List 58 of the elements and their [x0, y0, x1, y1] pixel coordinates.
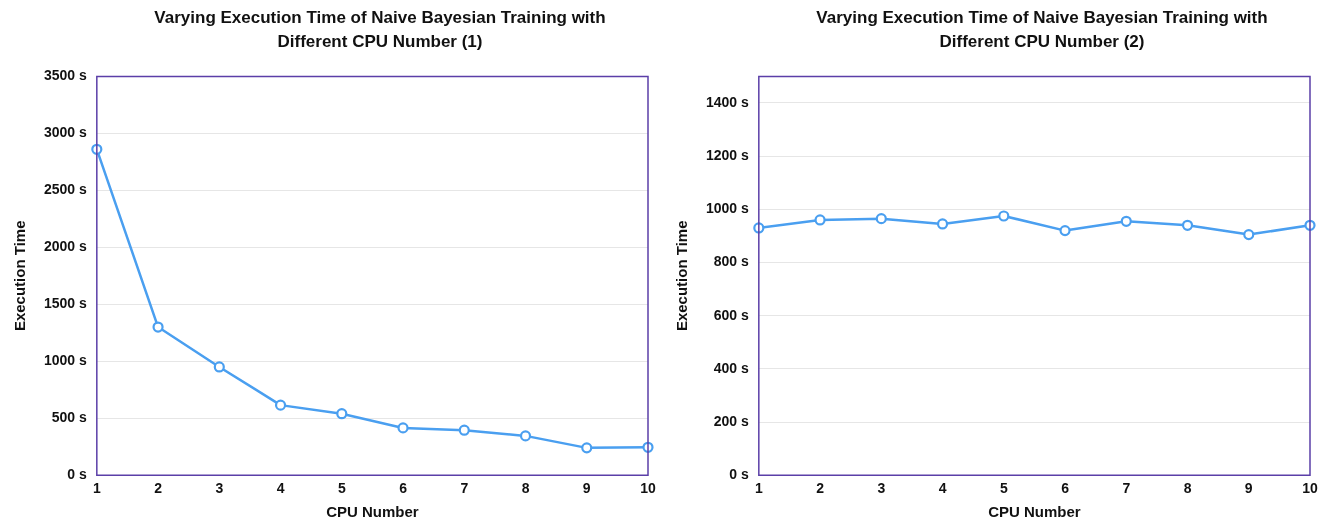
- y-tick-label: 1500 s: [43, 295, 88, 312]
- y-tick-label: 800 s: [713, 253, 750, 270]
- point: [458, 424, 470, 436]
- y-tick-label: 2500 s: [43, 181, 88, 198]
- x-tick-label: 5: [337, 480, 346, 497]
- x-tick-label: 6: [399, 480, 408, 497]
- y-tick-label: 1000 s: [43, 352, 88, 369]
- y-tick-label: 1200 s: [705, 147, 750, 164]
- point: [152, 321, 164, 333]
- point: [1059, 225, 1071, 237]
- point: [998, 210, 1010, 222]
- point: [1181, 219, 1194, 231]
- y-tick-label: 0 s: [729, 466, 750, 483]
- y-tick-label: 1000 s: [705, 200, 750, 217]
- x-tick-label: 2: [154, 480, 163, 497]
- x-tick-label: 8: [1183, 480, 1192, 497]
- y-tick-label: 0 s: [67, 466, 88, 483]
- chart-title: Varying Execution Time of Naive Bayesian Training with Different CPU Number (1): [153, 7, 607, 53]
- x-tick-label: 4: [276, 480, 285, 497]
- y-tick-label: 1400 s: [705, 93, 750, 110]
- x-tick-label: 10: [640, 480, 656, 497]
- x-axis-title: CPU Number: [988, 503, 1081, 521]
- y-tick-label: 600 s: [713, 306, 750, 323]
- x-tick-label: 6: [1061, 480, 1070, 497]
- x-tick-label: 2: [816, 480, 825, 497]
- point: [936, 218, 949, 230]
- x-tick-label: 8: [521, 480, 530, 497]
- y-axis-title: Execution Time: [673, 220, 691, 332]
- y-tick-label: 400 s: [713, 359, 750, 376]
- point: [581, 442, 593, 454]
- y-tick-label: 200 s: [713, 412, 750, 429]
- point: [397, 422, 409, 434]
- chart-title: Varying Execution Time of Naive Bayesian Training with Different CPU Number (2): [815, 7, 1269, 53]
- point: [336, 408, 348, 420]
- x-tick-label: 1: [92, 480, 101, 497]
- point: [213, 361, 225, 373]
- y-tick-label: 2000 s: [43, 238, 88, 255]
- x-tick-label: 3: [215, 480, 224, 497]
- y-tick-label: 3500 s: [43, 67, 88, 84]
- y-tick-label: 500 s: [51, 409, 88, 426]
- y-axis-title: Execution Time: [11, 220, 29, 332]
- point: [1243, 228, 1255, 241]
- x-tick-label: 3: [877, 480, 886, 497]
- x-tick-label: 4: [938, 480, 947, 497]
- point: [519, 430, 532, 442]
- point: [274, 399, 287, 411]
- point: [875, 213, 887, 225]
- x-tick-label: 5: [999, 480, 1008, 497]
- x-tick-label: 10: [1302, 480, 1318, 497]
- x-tick-label: 1: [754, 480, 763, 497]
- x-tick-label: 7: [460, 480, 469, 497]
- x-tick-label: 7: [1122, 480, 1131, 497]
- x-axis-title: CPU Number: [326, 503, 419, 521]
- point: [814, 214, 826, 226]
- x-tick-label: 9: [582, 480, 591, 497]
- point: [1120, 215, 1132, 227]
- y-tick-label: 3000 s: [43, 124, 88, 141]
- x-tick-label: 9: [1244, 480, 1253, 497]
